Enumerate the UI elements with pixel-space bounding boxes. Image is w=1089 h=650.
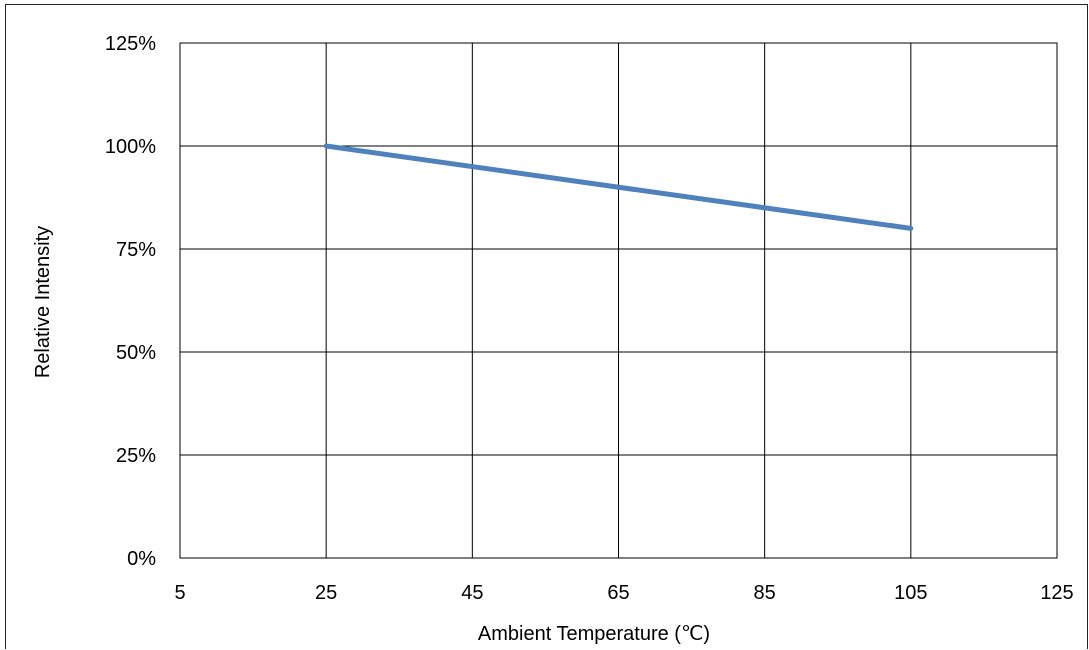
grid-lines xyxy=(179,42,1058,559)
y-tick-label: 0% xyxy=(127,548,156,570)
x-tick-label: 125 xyxy=(1040,582,1073,604)
y-tick-label: 50% xyxy=(116,342,156,364)
plot-area xyxy=(179,42,1058,559)
series-line xyxy=(323,143,914,231)
x-tick-label: 65 xyxy=(607,582,629,604)
y-tick-label: 75% xyxy=(116,239,156,261)
y-tick-label: 100% xyxy=(105,136,156,158)
x-axis-title: Ambient Temperature (℃) xyxy=(478,623,710,645)
y-tick-label: 125% xyxy=(105,33,156,55)
y-axis-title: Relative Intensity xyxy=(32,226,54,378)
x-tick-label: 45 xyxy=(461,582,483,604)
y-tick-labels: 0% 25% 50% 75% 100% 125% xyxy=(105,33,156,570)
x-tick-labels: 5 25 45 65 85 105 125 xyxy=(174,582,1073,604)
x-tick-label: 25 xyxy=(315,582,337,604)
x-tick-label: 105 xyxy=(894,582,927,604)
x-tick-label: 85 xyxy=(754,582,776,604)
series-lines xyxy=(323,143,914,231)
x-tick-label: 5 xyxy=(174,582,185,604)
y-tick-label: 25% xyxy=(116,445,156,467)
chart-frame xyxy=(5,4,1088,649)
